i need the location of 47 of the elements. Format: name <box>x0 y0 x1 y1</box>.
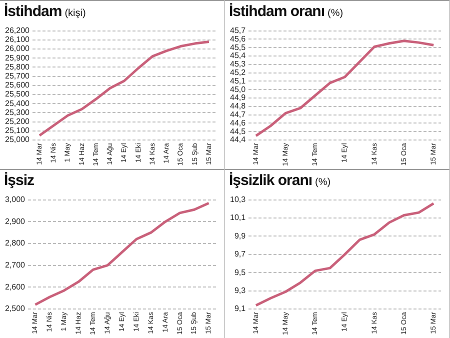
chart-title: İstihdam oranı <box>229 3 325 20</box>
y-tick-label: 44,6 <box>230 118 246 128</box>
y-tick-label: 26,000 <box>5 44 30 54</box>
y-tick-label: 45,2 <box>230 68 246 78</box>
y-tick-label: 2,900 <box>4 216 26 226</box>
y-tick-label: 45,5 <box>230 42 246 52</box>
y-tick-label: 25,000 <box>5 135 30 144</box>
y-tick-label: 45,7 <box>230 26 246 36</box>
y-tick-label: 26,100 <box>5 35 30 44</box>
y-tick-label: 44,7 <box>230 110 246 120</box>
y-tick-label: 44,8 <box>230 102 246 111</box>
y-tick-label: 25,400 <box>5 98 30 108</box>
y-tick-label: 25,700 <box>5 72 30 81</box>
y-tick-label: 26,200 <box>5 26 30 36</box>
y-tick-label: 25,100 <box>5 126 30 136</box>
chart-subtitle: (%) <box>328 8 344 19</box>
chart-subtitle: (%) <box>315 177 331 188</box>
y-tick-label: 25,500 <box>5 90 30 99</box>
y-tick-label: 45,0 <box>230 84 246 94</box>
y-tick-label: 2,800 <box>4 238 26 248</box>
y-tick-label: 45,6 <box>230 34 246 44</box>
y-tick-label: 2,500 <box>4 304 26 314</box>
y-tick-label: 2,600 <box>4 282 26 292</box>
y-tick-label: 45,3 <box>230 60 246 69</box>
y-tick-label: 2,700 <box>4 260 26 270</box>
y-tick-label: 9,9 <box>234 231 246 240</box>
y-tick-label: 45,4 <box>230 51 246 60</box>
y-tick-label: 9,7 <box>234 250 246 259</box>
chart-title: İşsiz <box>4 172 34 189</box>
y-tick-label: 9,5 <box>234 268 246 277</box>
y-tick-label: 25,300 <box>5 108 30 117</box>
y-tick-label: 45,1 <box>230 76 246 86</box>
chart-subtitle: (kişi) <box>64 8 86 19</box>
y-tick-label: 44,5 <box>230 126 246 136</box>
y-tick-label: 25,800 <box>5 62 30 72</box>
y-tick-label: 10,3 <box>230 195 246 204</box>
y-tick-label: 9,3 <box>234 286 246 296</box>
chart-title: İstihdam <box>4 3 62 20</box>
chart-title: İşsizlik oranı <box>229 172 312 189</box>
y-tick-label: 44,9 <box>230 93 246 102</box>
y-tick-label: 25,900 <box>5 53 30 62</box>
y-tick-label: 44,4 <box>230 135 246 144</box>
y-tick-label: 25,600 <box>5 80 30 90</box>
y-tick-label: 10,1 <box>230 213 246 222</box>
y-tick-label: 9,1 <box>234 304 246 314</box>
y-tick-label: 25,200 <box>5 117 30 126</box>
y-tick-label: 3,000 <box>4 195 26 204</box>
